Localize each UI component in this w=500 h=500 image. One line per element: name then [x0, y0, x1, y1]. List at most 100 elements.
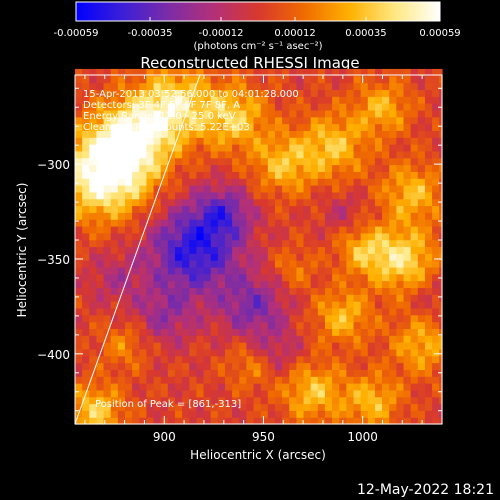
heatmap-cell [324, 335, 333, 343]
heatmap-cell [124, 164, 133, 172]
heatmap-cell [424, 103, 433, 111]
heatmap-cell [339, 335, 347, 343]
heatmap-cell [103, 68, 112, 77]
heatmap-cell [75, 157, 83, 166]
heatmap-cell [289, 82, 297, 91]
heatmap-cell [196, 328, 205, 336]
heatmap-cell [374, 369, 383, 377]
heatmap-cell [417, 321, 426, 330]
heatmap-cell [303, 225, 312, 234]
heatmap-cell [89, 410, 98, 418]
heatmap-cell [360, 75, 369, 84]
heatmap-cell [139, 410, 148, 418]
heatmap-cell [339, 348, 347, 357]
heatmap-cell [103, 123, 112, 131]
heatmap-cell [432, 314, 440, 323]
heatmap-cell [75, 225, 83, 234]
heatmap-cell [410, 96, 419, 104]
heatmap-cell [189, 376, 198, 384]
heatmap-cell [260, 89, 269, 97]
heatmap-cell [310, 342, 319, 350]
heatmap-cell [367, 205, 376, 213]
heatmap-cell [167, 89, 176, 97]
heatmap-cell [75, 205, 83, 213]
heatmap-cell [374, 68, 383, 77]
heatmap-cell [417, 280, 426, 289]
heatmap-cell [224, 178, 233, 186]
heatmap-cell [239, 68, 247, 77]
heatmap-cell [432, 232, 440, 241]
heatmap-cell [153, 123, 162, 131]
heatmap-cell [296, 144, 305, 152]
heatmap-cell [189, 301, 198, 309]
heatmap-cell [89, 389, 98, 398]
heatmap-cell [196, 335, 205, 343]
heatmap-cell [139, 212, 148, 220]
heatmap-cell [396, 178, 405, 186]
heatmap-cell [439, 205, 443, 213]
heatmap-cell [232, 116, 240, 125]
heatmap-cell [239, 130, 247, 138]
heatmap-cell [117, 232, 126, 241]
heatmap-cell [174, 294, 183, 302]
heatmap-cell [82, 212, 90, 220]
heatmap-cell [189, 219, 198, 227]
heatmap-cell [296, 417, 305, 425]
heatmap-cell [410, 116, 419, 125]
heatmap-cell [146, 191, 155, 200]
heatmap-cell [310, 369, 319, 377]
heatmap-cell [217, 178, 226, 186]
heatmap-cell [289, 294, 297, 302]
heatmap-cell [182, 362, 190, 370]
heatmap-cell [289, 246, 297, 254]
heatmap-cell [124, 75, 133, 84]
heatmap-cell [389, 116, 397, 125]
heatmap-cell [317, 314, 326, 323]
heatmap-cell [132, 96, 140, 104]
heatmap-cell [324, 123, 333, 131]
heatmap-cell [374, 212, 383, 220]
heatmap-cell [246, 348, 255, 357]
heatmap-cell [289, 389, 297, 398]
heatmap-cell [239, 253, 247, 261]
heatmap-cell [274, 253, 283, 261]
heatmap-cell [353, 417, 362, 425]
heatmap-cell [267, 89, 276, 97]
annotation-time-range: 15-Apr-2013 03:52:56.000 to 04:01:28.000 [83, 89, 299, 100]
heatmap-cell [139, 116, 148, 125]
heatmap-cell [403, 225, 412, 234]
heatmap-cell [203, 321, 212, 330]
heatmap-cell [124, 273, 133, 282]
heatmap-cell [367, 109, 376, 118]
heatmap-cell [232, 403, 240, 411]
heatmap-cell [439, 116, 443, 125]
heatmap-cell [153, 130, 162, 138]
heatmap-cell [382, 294, 390, 302]
heatmap-cell [396, 410, 405, 418]
heatmap-cell [346, 123, 355, 131]
heatmap-cell [374, 137, 383, 145]
heatmap-cell [403, 273, 412, 282]
heatmap-cell [339, 403, 347, 411]
heatmap-cell [174, 389, 183, 398]
heatmap-cell [174, 82, 183, 91]
heatmap-cell [339, 239, 347, 248]
heatmap-cell [424, 171, 433, 179]
y-axis-label: Heliocentric Y (arcsec) [15, 183, 29, 318]
heatmap-cell [117, 75, 126, 84]
heatmap-cell [317, 253, 326, 261]
heatmap-cell [239, 369, 247, 377]
heatmap-cell [174, 266, 183, 275]
heatmap-cell [210, 225, 219, 234]
heatmap-cell [253, 75, 262, 84]
heatmap-cell [424, 96, 433, 104]
heatmap-cell [146, 171, 155, 179]
heatmap-cell [439, 301, 443, 309]
heatmap-cell [403, 301, 412, 309]
heatmap-cell [317, 239, 326, 248]
heatmap-cell [403, 89, 412, 97]
heatmap-cell [324, 253, 333, 261]
heatmap-cell [289, 362, 297, 370]
heatmap-cell [360, 253, 369, 261]
heatmap-cell [353, 219, 362, 227]
